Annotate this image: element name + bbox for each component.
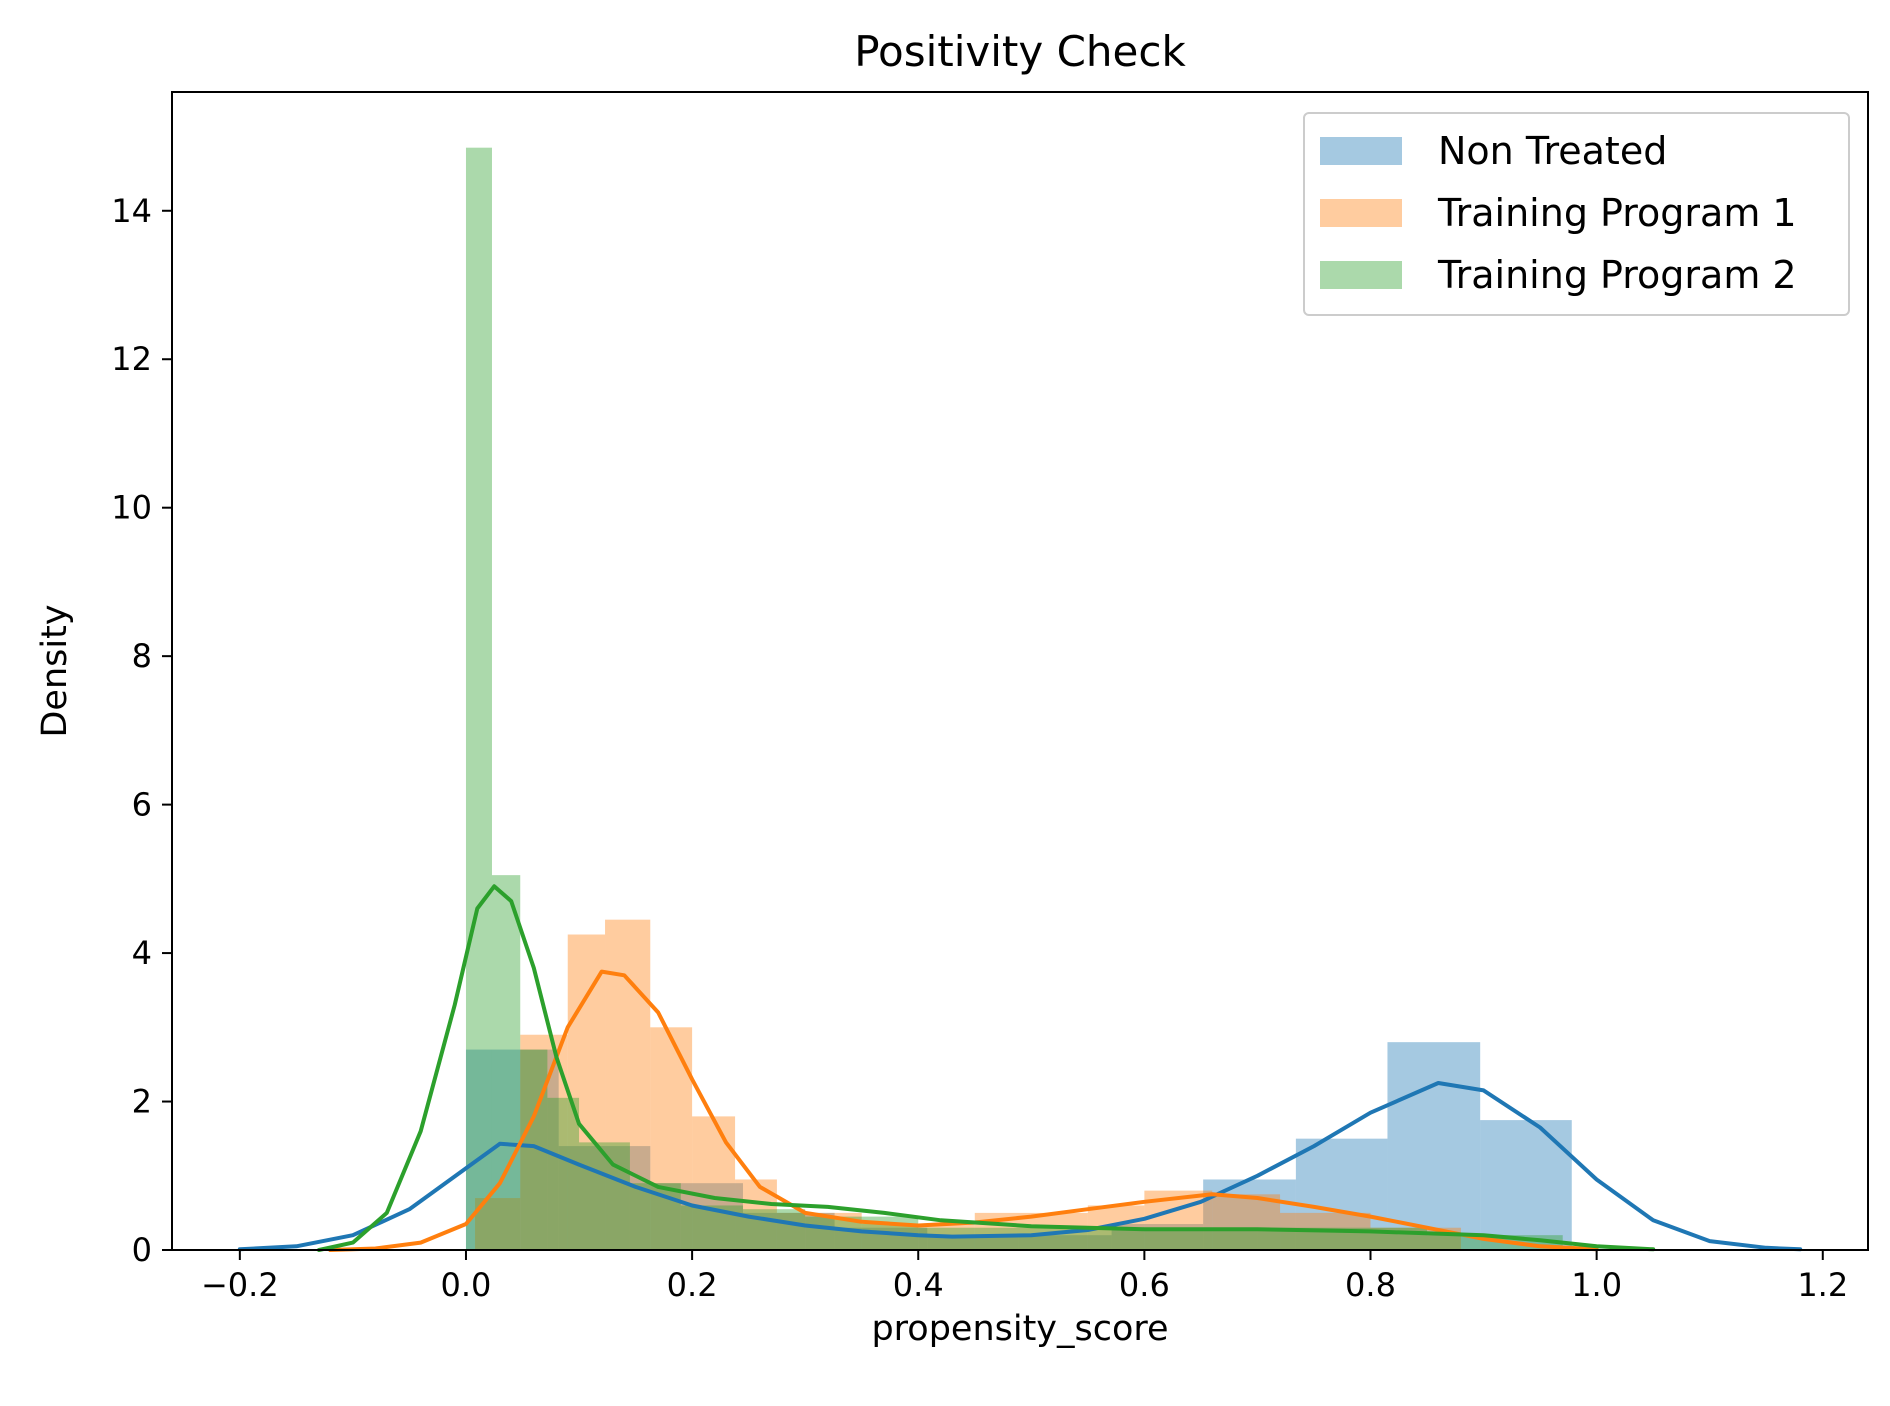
y-tick-label-4: 8 [132,637,152,675]
bar-series-2-1 [491,875,521,1250]
legend-label-2: Training Program 2 [1437,253,1797,297]
legend-swatch-2 [1320,261,1402,289]
x-tick-label-3: 0.4 [893,1266,944,1304]
kde-line-series-2 [317,884,1656,1252]
legend: Non Treated Training Program 1 Training Pr… [1303,112,1850,316]
legend-swatch-0 [1320,137,1402,165]
y-axis-title: Density [35,604,75,737]
x-axis-title: propensity_score [871,1309,1168,1349]
bar-series-0-10 [1387,1042,1481,1250]
legend-swatch-1 [1320,199,1402,227]
bar-series-0-6 [1018,1235,1112,1250]
bar-series-0-11 [1480,1120,1572,1250]
x-tick-label-6: 1.0 [1571,1266,1622,1304]
kde-line-series-0 [237,1081,1803,1252]
x-tick-label-0: −0.2 [201,1266,279,1304]
y-tick-label-7: 14 [111,192,152,230]
legend-label-1: Training Program 1 [1437,191,1797,235]
bar-series-2-3 [547,1097,580,1250]
bar-series-1-2 [567,934,606,1250]
x-tick-label-5: 0.8 [1345,1266,1396,1304]
kde-line-series-1 [328,969,1599,1252]
y-tick-label-2: 4 [132,934,152,972]
y-tick-label-6: 12 [111,340,152,378]
bar-series-1-12 [1212,1194,1281,1250]
bar-series-1-5 [692,1116,736,1250]
legend-label-0: Non Treated [1438,129,1667,173]
x-tick-label-7: 1.2 [1797,1266,1848,1304]
y-axis-ticks: 0 2 4 6 8 10 12 14 [111,192,172,1269]
y-tick-label-0: 0 [132,1231,152,1269]
kde-curves [237,884,1803,1252]
bar-series-0-5 [927,1235,1019,1250]
bar-series-2-4 [579,1142,630,1250]
x-tick-label-1: 0.0 [441,1266,492,1304]
y-tick-label-3: 6 [132,786,152,824]
legend-box [1303,112,1850,316]
x-tick-label-2: 0.2 [667,1266,718,1304]
x-axis-ticks: −0.2 0.0 0.2 0.4 0.6 0.8 1.0 1.2 [201,1250,1848,1304]
bar-series-2-10 [1087,1227,1258,1250]
bar-series-2-0 [465,147,492,1250]
x-tick-label-4: 0.6 [1119,1266,1170,1304]
legend-items: Non Treated Training Program 1 Training Pr… [1320,129,1797,297]
y-tick-label-5: 10 [111,489,152,527]
plot-frame [171,91,1869,1251]
y-tick-label-1: 2 [132,1083,152,1121]
chart-title: Positivity Check [854,27,1186,76]
bar-series-0-8 [1203,1179,1296,1250]
